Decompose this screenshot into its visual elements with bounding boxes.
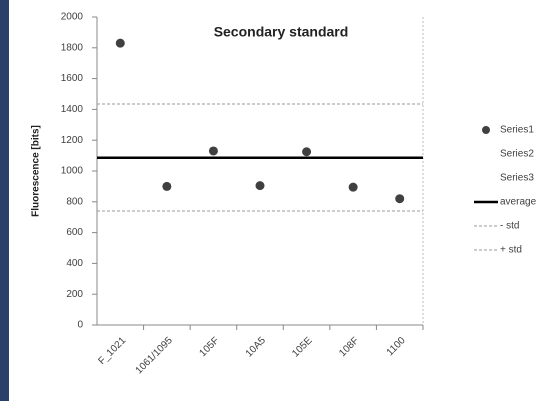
legend-label: - std xyxy=(500,221,519,232)
data-point xyxy=(256,181,265,190)
window-edge xyxy=(0,0,9,401)
y-tick-label: 2000 xyxy=(61,12,84,23)
y-tick-label: 600 xyxy=(66,227,83,238)
data-point xyxy=(162,182,171,191)
legend-label: Series3 xyxy=(500,173,534,184)
y-tick-label: 1600 xyxy=(61,73,84,84)
chart-background xyxy=(0,0,558,401)
data-point xyxy=(209,146,218,155)
y-tick-label: 1400 xyxy=(61,104,84,115)
legend-label: Series2 xyxy=(500,149,534,160)
y-tick-label: 400 xyxy=(66,258,83,269)
y-tick-label: 800 xyxy=(66,196,83,207)
chart-title: Secondary standard xyxy=(214,24,349,40)
y-tick-label: 1200 xyxy=(61,135,84,146)
legend-marker xyxy=(482,126,490,134)
legend-label: average xyxy=(500,197,537,208)
legend-label: Series1 xyxy=(500,125,534,136)
y-tick-label: 1000 xyxy=(61,166,84,177)
chart: Secondary standard Fluorescence [bits] 0… xyxy=(0,0,558,401)
y-tick-label: 0 xyxy=(77,320,83,331)
legend-label: + std xyxy=(500,245,522,256)
y-axis-label: Fluorescence [bits] xyxy=(31,125,42,217)
y-tick-label: 200 xyxy=(66,289,83,300)
data-point xyxy=(302,147,311,156)
data-point xyxy=(395,194,404,203)
data-point xyxy=(116,39,125,48)
y-tick-label: 1800 xyxy=(61,42,84,53)
data-point xyxy=(349,183,358,192)
